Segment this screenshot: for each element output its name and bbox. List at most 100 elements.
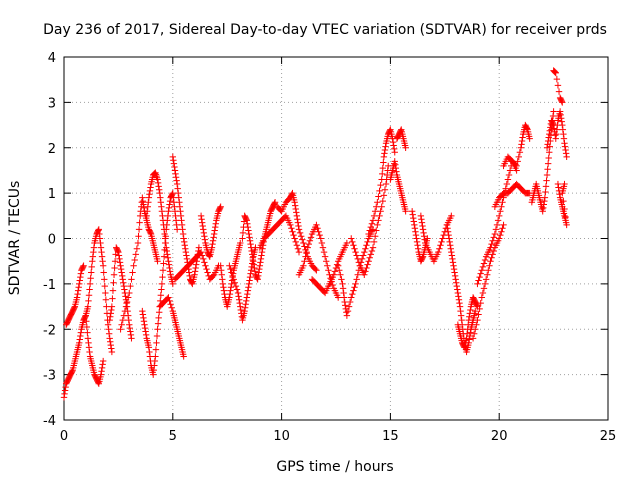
data-point xyxy=(360,252,367,259)
data-point xyxy=(246,237,254,244)
data-point xyxy=(142,331,150,339)
data-point xyxy=(241,304,249,311)
data-point xyxy=(296,229,304,237)
data-point xyxy=(127,282,134,290)
data-point xyxy=(182,245,189,252)
data-point xyxy=(153,332,161,340)
data-point xyxy=(159,273,166,281)
data-point xyxy=(249,254,256,261)
data-point xyxy=(424,235,431,242)
data-point xyxy=(436,245,443,252)
data-point xyxy=(77,332,84,340)
data-point xyxy=(107,313,114,320)
data-point xyxy=(191,268,199,275)
data-point xyxy=(561,143,569,150)
data-point xyxy=(339,280,346,288)
y-tick-label: -4 xyxy=(43,414,56,429)
data-point xyxy=(492,226,500,233)
data-point xyxy=(243,216,250,223)
data-point xyxy=(402,208,409,215)
data-point xyxy=(300,239,307,247)
data-point xyxy=(172,217,180,224)
data-point xyxy=(175,189,182,197)
data-point xyxy=(234,289,242,297)
data-point xyxy=(302,253,309,260)
data-point xyxy=(198,252,206,259)
data-point xyxy=(227,265,234,273)
data-point xyxy=(463,335,470,342)
data-point xyxy=(444,225,451,232)
data-point xyxy=(147,229,154,237)
data-point xyxy=(141,321,148,328)
data-point xyxy=(386,127,394,134)
data-point xyxy=(151,357,159,365)
data-point xyxy=(409,211,416,218)
data-point xyxy=(76,277,83,284)
data-point xyxy=(160,226,168,233)
data-point xyxy=(352,280,359,288)
data-point xyxy=(100,269,107,276)
data-point xyxy=(373,203,380,210)
data-point xyxy=(172,212,179,220)
data-point xyxy=(391,158,398,165)
data-point xyxy=(165,257,172,265)
data-point xyxy=(500,221,507,229)
data-point xyxy=(146,353,154,360)
data-point xyxy=(146,191,153,198)
data-point xyxy=(84,335,92,342)
data-point xyxy=(239,229,247,237)
data-point xyxy=(473,302,481,309)
data-point xyxy=(518,137,526,145)
data-point xyxy=(210,230,218,238)
y-tick-label: 1 xyxy=(48,187,56,202)
data-point xyxy=(469,335,477,342)
data-point xyxy=(392,161,399,168)
data-point xyxy=(85,292,93,299)
data-point xyxy=(381,146,389,154)
data-point xyxy=(126,321,133,328)
data-point xyxy=(382,143,389,150)
data-point xyxy=(451,272,459,280)
data-point xyxy=(140,201,147,208)
data-point xyxy=(402,144,409,151)
data-point xyxy=(420,229,427,237)
data-point xyxy=(349,238,356,246)
data-point xyxy=(209,240,216,248)
data-point xyxy=(133,245,141,252)
data-point xyxy=(237,306,244,314)
data-point xyxy=(160,221,167,229)
data-point xyxy=(479,289,487,297)
data-point xyxy=(413,235,420,242)
data-point xyxy=(408,208,416,215)
data-point xyxy=(247,270,254,277)
data-point xyxy=(539,208,546,215)
data-point xyxy=(541,197,548,205)
data-point xyxy=(139,311,147,318)
data-point xyxy=(124,294,132,301)
data-point xyxy=(321,253,329,260)
data-point xyxy=(152,353,159,360)
data-point xyxy=(151,362,158,369)
data-point xyxy=(74,290,81,298)
data-point xyxy=(512,161,519,168)
data-point xyxy=(96,230,103,238)
data-point xyxy=(562,146,569,154)
data-point xyxy=(367,223,375,231)
data-point xyxy=(546,130,553,138)
data-point xyxy=(111,264,118,272)
data-point xyxy=(542,183,550,190)
data-point xyxy=(157,292,165,299)
data-point xyxy=(414,245,422,252)
data-point xyxy=(117,326,124,333)
y-axis-label: SDTVAR / TECUs xyxy=(7,181,23,296)
data-point xyxy=(219,276,226,283)
data-point xyxy=(105,330,113,337)
y-tick-label: 3 xyxy=(48,96,56,111)
data-point xyxy=(466,313,473,320)
data-point xyxy=(244,223,252,231)
data-point xyxy=(105,326,112,333)
data-point xyxy=(472,307,479,315)
data-point xyxy=(98,368,105,375)
data-point xyxy=(97,244,105,251)
data-point xyxy=(208,244,216,251)
